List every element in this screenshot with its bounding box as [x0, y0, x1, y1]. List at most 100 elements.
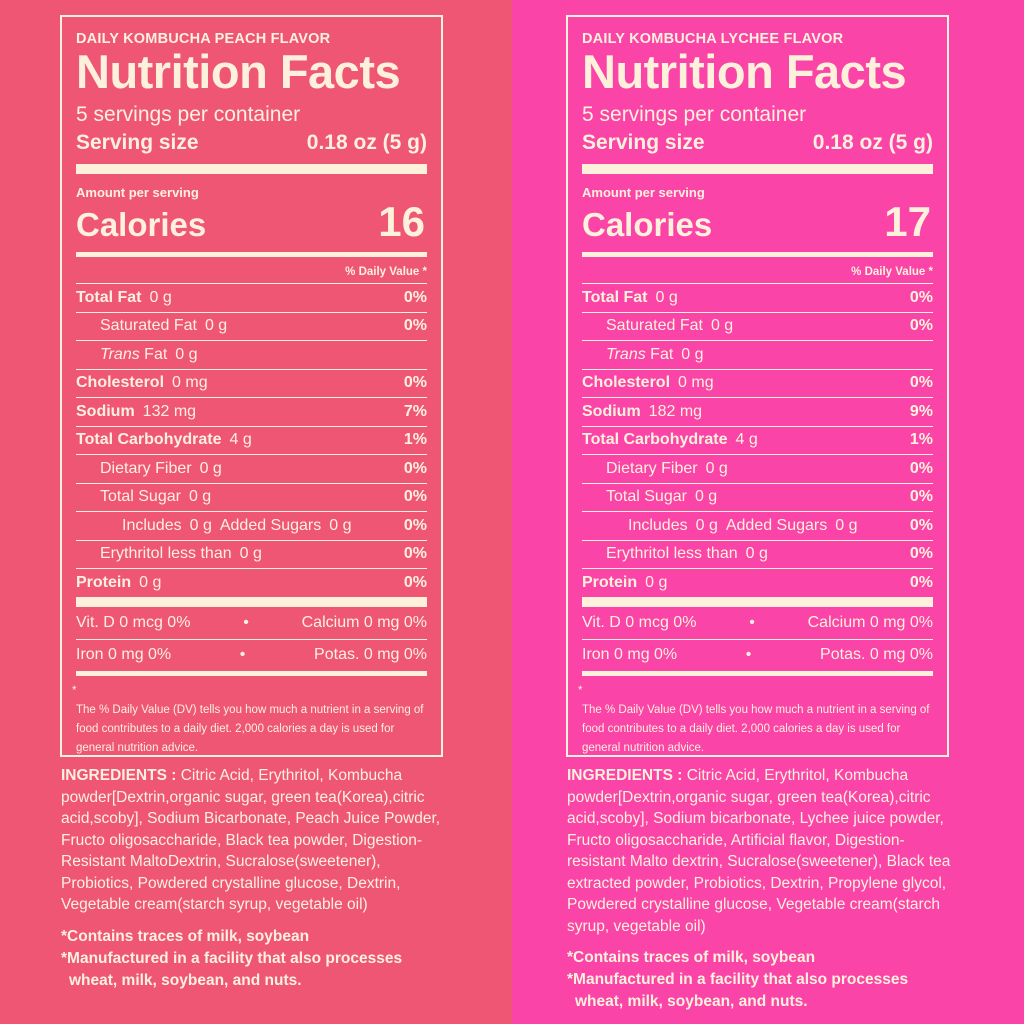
product-brand: DAILY KOMBUCHA LYCHEE FLAVOR	[582, 31, 844, 47]
nutrient-row-added-sugars: Includes 0 g Added Sugars 0 g 0%	[582, 511, 933, 540]
nutrient-percent: 9%	[909, 402, 933, 420]
nutrient-label: Dietary Fiber	[100, 459, 192, 477]
allergen-note-2-cont: wheat, milk, soybean, and nuts.	[69, 972, 302, 989]
iron: Iron 0 mg 0%	[76, 646, 172, 663]
amount-per-serving: Amount per serving	[582, 185, 705, 200]
nutrient-label: Total Carbohydrate	[582, 431, 728, 449]
daily-value-header: % Daily Value *	[345, 266, 427, 278]
nutrient-label: Erythritol less than	[100, 545, 232, 563]
nutrient-amount: 0 g	[745, 545, 768, 563]
iron: Iron 0 mg 0%	[582, 646, 678, 663]
allergen-notes: *Contains traces of milk, soybean *Manuf…	[567, 947, 908, 1013]
nutrient-amount-2: 0 g	[329, 516, 352, 534]
serving-size-row: Serving size 0.18 oz (5 g)	[582, 131, 933, 155]
serving-size-label: Serving size	[76, 131, 199, 154]
calcium: Calcium 0 mg 0%	[807, 613, 933, 631]
nutrient-row-cholesterol: Cholesterol 0 mg 0%	[76, 368, 427, 398]
serving-size-label: Serving size	[582, 131, 705, 154]
footnote-star: *	[578, 684, 583, 697]
nutrient-row-protein: Protein 0 g 0%	[582, 568, 933, 597]
nutrient-amount: 0 g	[705, 459, 728, 477]
nutrient-label: Erythritol less than	[606, 545, 738, 563]
ingredients-label: INGREDIENTS :	[61, 767, 177, 784]
servings-per-container: 5 servings per container	[76, 103, 301, 126]
thick-divider	[582, 164, 933, 174]
vitamin-row-1: Vit. D 0 mcg 0% • Calcium 0 mg 0%	[582, 607, 933, 639]
nutrition-title: Nutrition Facts	[582, 45, 907, 98]
nutrient-percent: 0%	[909, 545, 933, 563]
vitamin-row-1: Vit. D 0 mcg 0% • Calcium 0 mg 0%	[76, 607, 427, 639]
vitamin-row-2: Iron 0 mg 0% • Potas. 0 mg 0%	[582, 638, 933, 671]
nutrient-row-total-carbohydrate: Total Carbohydrate 4 g 1%	[76, 425, 427, 455]
calories-value: 17	[884, 198, 931, 245]
nutrient-row-sodium: Sodium 182 mg 9%	[582, 397, 933, 426]
nutrient-label: Total Fat	[582, 288, 648, 306]
nutrient-label: Total Sugar	[606, 488, 687, 506]
nutrient-percent: 0%	[909, 573, 933, 591]
serving-size-value: 0.18 oz (5 g)	[306, 131, 427, 154]
nutrient-amount: 0 g	[189, 516, 212, 534]
nutrient-amount: 0 g	[694, 488, 718, 506]
calories-value: 16	[378, 198, 425, 245]
nutrient-row-cholesterol: Cholesterol 0 mg 0%	[582, 368, 933, 398]
thick-divider	[76, 596, 427, 607]
medium-divider	[76, 252, 427, 257]
nutrient-label-italic: Trans	[100, 345, 140, 363]
nutrient-label: Total Sugar	[100, 488, 181, 506]
vitamin-row-2: Iron 0 mg 0% • Potas. 0 mg 0%	[76, 638, 427, 671]
calories-row: Calories 17	[582, 200, 933, 244]
footnote-star: *	[72, 684, 77, 697]
allergen-notes: *Contains traces of milk, soybean *Manuf…	[61, 926, 402, 992]
nutrient-amount: 0 mg	[678, 374, 714, 392]
nutrient-percent: 0%	[403, 516, 427, 534]
nutrient-amount: 0 g	[645, 573, 668, 591]
vitamin-d: Vit. D 0 mcg 0%	[582, 613, 697, 631]
nutrient-row-protein: Protein 0 g 0%	[76, 568, 427, 597]
nutrient-amount: 0 g	[710, 317, 734, 335]
ingredients-text: Citric Acid, Erythritol, Kombucha powder…	[61, 767, 441, 913]
nutrient-label: Saturated Fat	[606, 317, 703, 335]
nutrient-percent: 0%	[403, 288, 427, 306]
nutrient-row-total-sugar: Total Sugar 0 g 0%	[76, 482, 427, 512]
nutrient-label: Protein	[76, 573, 132, 591]
amount-per-serving: Amount per serving	[76, 185, 199, 200]
nutrient-row-erythritol: Erythritol less than 0 g 0%	[582, 539, 933, 569]
nutrient-label: Saturated Fat	[100, 317, 197, 335]
calories-label: Calories	[582, 206, 713, 243]
nutrient-percent: 0%	[403, 317, 427, 335]
nutrient-percent: 0%	[403, 573, 427, 591]
nutrient-amount: 0 g	[188, 488, 212, 506]
nutrient-label: Total Carbohydrate	[76, 431, 222, 449]
nutrient-percent: 0%	[909, 516, 933, 534]
nutrient-row-erythritol: Erythritol less than 0 g 0%	[76, 539, 427, 569]
nutrient-row-sodium: Sodium 132 mg 7%	[76, 397, 427, 426]
nutrient-row-dietary-fiber: Dietary Fiber 0 g 0%	[582, 454, 933, 483]
nutrient-percent: 0%	[909, 288, 933, 306]
calories-row: Calories 16	[76, 200, 427, 244]
nutrition-facts-box: DAILY KOMBUCHA PEACH FLAVOR Nutrition Fa…	[60, 15, 443, 757]
allergen-note-2: *Manufactured in a facility that also pr…	[567, 971, 909, 988]
ingredients: INGREDIENTS : Citric Acid, Erythritol, K…	[61, 765, 456, 916]
nutrient-percent: 0%	[403, 374, 427, 392]
nutrient-amount: 132 mg	[142, 402, 197, 420]
product-brand: DAILY KOMBUCHA PEACH FLAVOR	[76, 31, 331, 47]
medium-divider	[582, 252, 933, 257]
calcium: Calcium 0 mg 0%	[301, 613, 427, 631]
nutrient-amount: 4 g	[229, 431, 252, 449]
nutrient-amount: 0 g	[199, 459, 222, 477]
nutrient-amount: 0 g	[204, 317, 228, 335]
nutrient-label: Dietary Fiber	[606, 459, 698, 477]
vitamin-d: Vit. D 0 mcg 0%	[76, 613, 191, 631]
allergen-note-1: *Contains traces of milk, soybean	[567, 949, 816, 966]
nutrient-row-total-fat: Total Fat 0 g 0%	[76, 283, 427, 312]
bullet: •	[749, 613, 755, 631]
nutrient-percent: 1%	[403, 431, 427, 449]
thick-divider	[76, 164, 427, 174]
thick-divider	[582, 596, 933, 607]
nutrient-row-saturated-fat: Saturated Fat 0 g 0%	[582, 311, 933, 341]
footnote: * The % Daily Value (DV) tells you how mu…	[578, 670, 933, 758]
nutrient-label: Protein	[582, 573, 638, 591]
peach-panel: DAILY KOMBUCHA PEACH FLAVOR Nutrition Fa…	[0, 0, 512, 1024]
nutrient-amount: 0 g	[239, 545, 262, 563]
nutrient-percent: 0%	[403, 459, 427, 477]
